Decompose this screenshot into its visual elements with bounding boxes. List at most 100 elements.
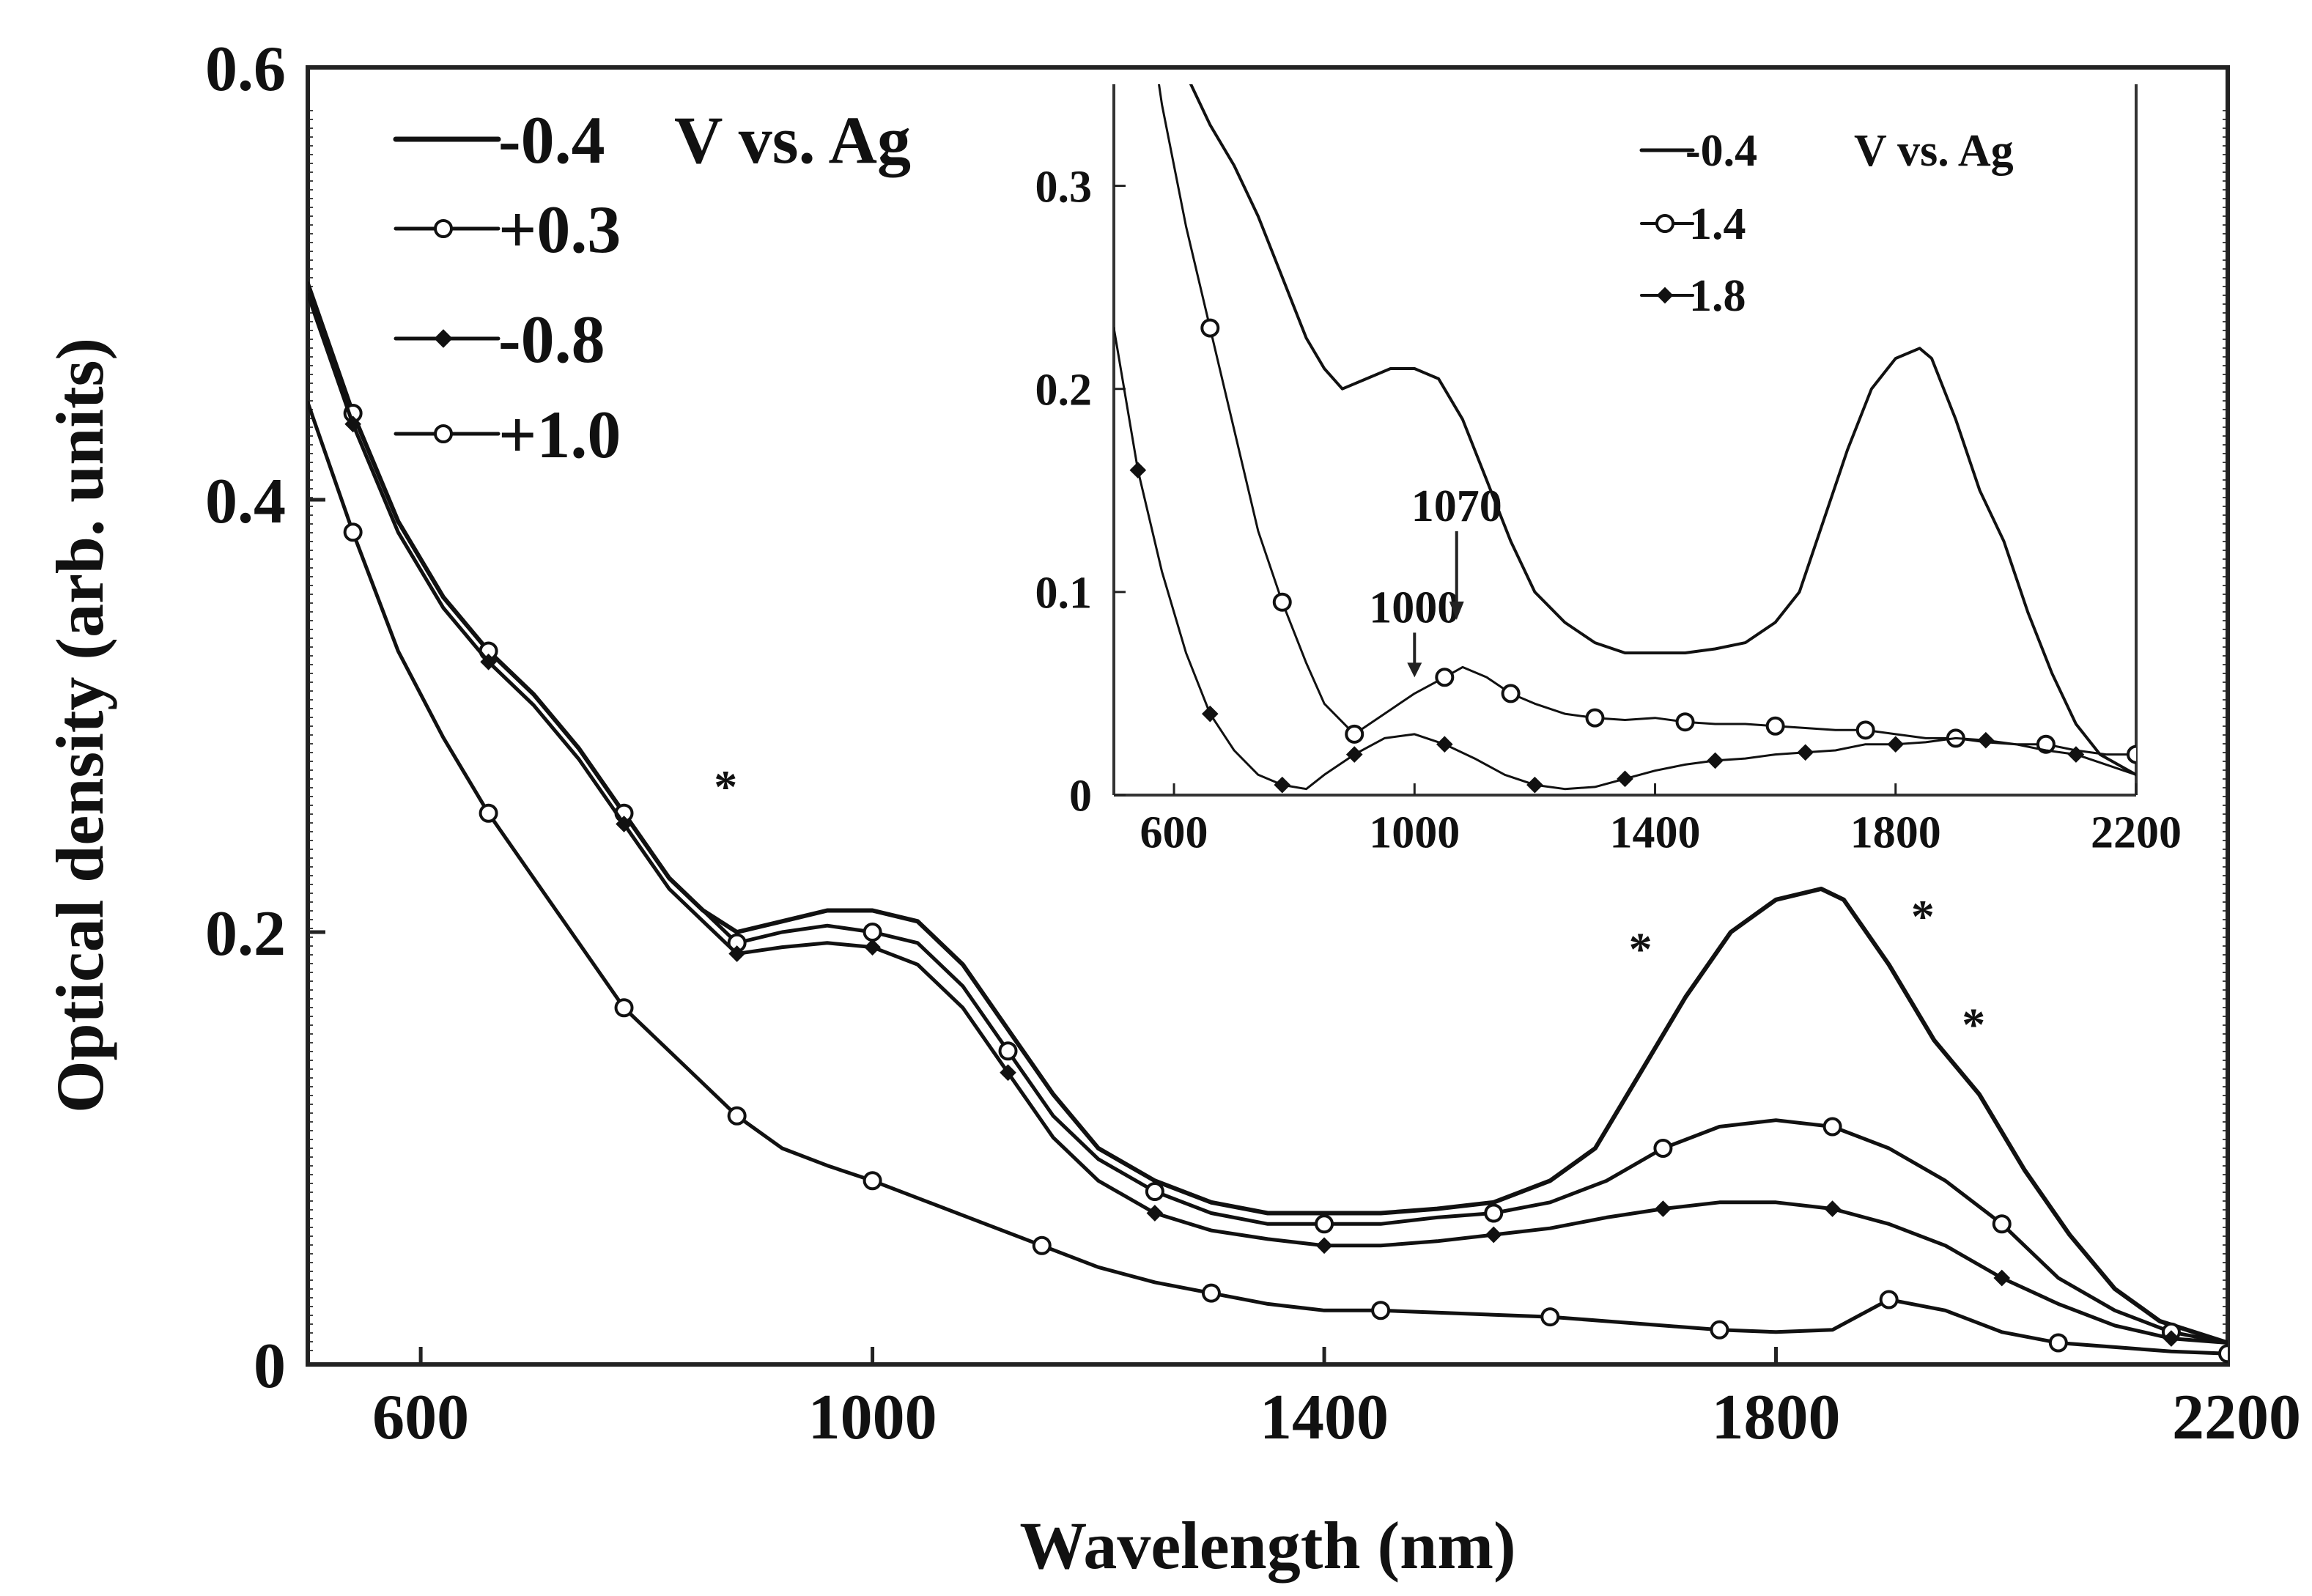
main-series-3-marker-25 — [1540, 1307, 1560, 1327]
main-x-ticks: 600 1000 1400 1800 2200 — [372, 1347, 2301, 1453]
inset-chart: 00.10.20.3 600 1000 1400 1800 2200 10001070 … — [1035, 81, 2182, 857]
main-legend-label-0: -0.4 — [498, 103, 605, 177]
main-y-ticks: 0 0.2 0.4 0.6 — [205, 34, 325, 1402]
main-legend: -0.4 V vs. Ag +0.3 -0.8 +1.0 — [393, 103, 911, 472]
inset-series-1-marker-4 — [1200, 318, 1220, 338]
inset-series-2-marker-28 — [1887, 736, 1905, 753]
main-annotations: * * * * — [714, 761, 1985, 1051]
main-series-2-marker-13 — [864, 939, 881, 956]
main-series-3-marker-31 — [1879, 1290, 1899, 1309]
main-series-3-marker-7 — [614, 998, 634, 1018]
main-series-2-marker-31 — [1824, 1200, 1841, 1217]
inset-series-1-marker-37 — [2127, 745, 2136, 764]
inset-legend-suffix: V vs. Ag — [1854, 126, 2014, 176]
inset-x-ticks: 600 1000 1400 1800 2200 — [1140, 783, 2182, 857]
main-series-2-marker-22 — [1315, 1237, 1333, 1255]
inset-y-tick-label-3: 0.3 — [1035, 162, 1093, 212]
main-chart: 0 0.2 0.4 0.6 600 1000 1400 1800 2200 * * * * Wave… — [43, 34, 2301, 1583]
inset-series-1-marker-25 — [1765, 716, 1785, 736]
main-series-2-marker-37 — [2163, 1330, 2180, 1347]
inset-annotation-arrowhead-1 — [1449, 601, 1464, 620]
inset-legend-label-1: 1.4 — [1689, 199, 1746, 249]
inset-legend-entry-0: -0.4 V vs. Ag — [1639, 126, 2014, 176]
inset-y-tick-label-0: 0 — [1069, 772, 1092, 821]
inset-legend-label-0: -0.4 — [1685, 126, 1757, 176]
main-series-2-marker-28 — [1655, 1200, 1672, 1217]
inset-series-1-marker-16 — [1501, 684, 1521, 703]
main-legend-entry-1: +0.3 — [394, 192, 621, 267]
inset-x-tick-label-1: 1000 — [1369, 808, 1460, 857]
main-x-tick-label-0: 600 — [372, 1382, 469, 1453]
inset-legend-entry-1: 1.4 — [1640, 199, 1746, 249]
inset-series-1-marker-19 — [1585, 708, 1605, 728]
inset-legend: -0.4 V vs. Ag 1.4 1.8 — [1639, 126, 2014, 321]
inset-series-line-0 — [1189, 84, 2136, 777]
main-series-1-marker-19 — [1145, 1182, 1164, 1201]
main-legend-label-1: +0.3 — [498, 192, 621, 267]
inset-series-2-marker-7 — [1274, 776, 1291, 794]
inset-series-line-2 — [1114, 327, 2136, 791]
main-x-tick-label-3: 1800 — [1712, 1382, 1841, 1453]
main-y-tick-label-1: 0.2 — [205, 898, 286, 969]
inset-series-1-marker-22 — [1675, 712, 1695, 732]
main-annotation-0: * — [714, 761, 737, 813]
main-annotation-3: * — [1962, 999, 1985, 1051]
inset-annotation-arrowhead-0 — [1407, 662, 1422, 678]
main-x-axis-label: Wavelength (nm) — [1019, 1508, 1515, 1583]
main-series-3-marker-22 — [1371, 1301, 1391, 1320]
main-series-3-marker-1 — [343, 522, 363, 542]
main-x-tick-label-1: 1000 — [808, 1382, 937, 1453]
inset-series-2-marker-19 — [1617, 770, 1633, 788]
main-series-1-marker-13 — [863, 923, 882, 942]
inset-y-tick-label-1: 0.1 — [1035, 569, 1093, 618]
main-series-1-marker-16 — [998, 1041, 1018, 1061]
main-legend-entry-3: +1.0 — [394, 397, 621, 472]
main-series-line-3 — [308, 400, 2228, 1356]
inset-series-2-marker-1 — [1129, 462, 1147, 479]
main-series-3-marker-10 — [727, 1106, 747, 1126]
main-series-3-marker-4 — [479, 803, 498, 823]
main-series-2-marker-10 — [728, 945, 745, 962]
main-x-tick-label-4: 2200 — [2172, 1382, 2301, 1453]
main-y-tick-label-3: 0.6 — [205, 34, 286, 105]
inset-series-1-marker-10 — [1345, 724, 1364, 744]
inset-series-2-marker-4 — [1201, 705, 1219, 723]
main-series-3-marker-28 — [1710, 1320, 1729, 1340]
main-series-group — [308, 281, 2228, 1364]
main-series-3-marker-37 — [2218, 1344, 2228, 1364]
main-series-3-marker-13 — [863, 1171, 882, 1191]
main-series-2-marker-34 — [1993, 1269, 2011, 1287]
main-legend-entry-2: -0.8 — [394, 302, 605, 377]
inset-x-tick-label-4: 2200 — [2091, 808, 2182, 857]
main-series-2-marker-4 — [480, 653, 497, 670]
main-plot-frame — [306, 65, 2230, 1367]
main-legend-entry-0: -0.4 V vs. Ag — [393, 103, 911, 177]
inset-legend-entry-2: 1.8 — [1640, 271, 1746, 321]
main-series-1-marker-34 — [1992, 1214, 2012, 1234]
inset-series-2-marker-31 — [1977, 731, 1995, 749]
inset-x-tick-label-2: 1400 — [1610, 808, 1701, 857]
main-legend-suffix: V vs. Ag — [674, 103, 911, 177]
inset-annotation-0: 1000 — [1369, 583, 1460, 632]
inset-series-1-marker-13 — [1435, 668, 1455, 687]
main-series-2-marker-7 — [616, 816, 632, 832]
main-series-3-marker-34 — [2048, 1333, 2068, 1353]
inset-series-1-marker-7 — [1272, 592, 1292, 612]
main-series-1-marker-25 — [1484, 1203, 1504, 1223]
main-x-tick-label-2: 1400 — [1260, 1382, 1389, 1453]
inset-x-tick-label-3: 1800 — [1850, 808, 1941, 857]
main-y-tick-label-0: 0 — [254, 1331, 286, 1402]
inset-series-2-marker-34 — [2067, 746, 2085, 763]
main-legend-label-2: -0.8 — [498, 302, 605, 377]
inset-y-ticks: 0 0.1 0.2 0.3 — [1035, 162, 1126, 821]
main-annotation-2: * — [1911, 890, 1935, 942]
main-series-3-marker-16 — [1032, 1235, 1052, 1255]
inset-series-2-marker-13 — [1436, 736, 1453, 753]
inset-series-group — [1114, 84, 2136, 794]
main-series-1-marker-22 — [1315, 1214, 1334, 1234]
main-series-2-marker-16 — [1000, 1064, 1016, 1082]
inset-annotation-1: 1070 — [1411, 481, 1502, 531]
main-series-2-marker-19 — [1146, 1205, 1164, 1222]
inset-x-tick-label-0: 600 — [1140, 808, 1208, 857]
